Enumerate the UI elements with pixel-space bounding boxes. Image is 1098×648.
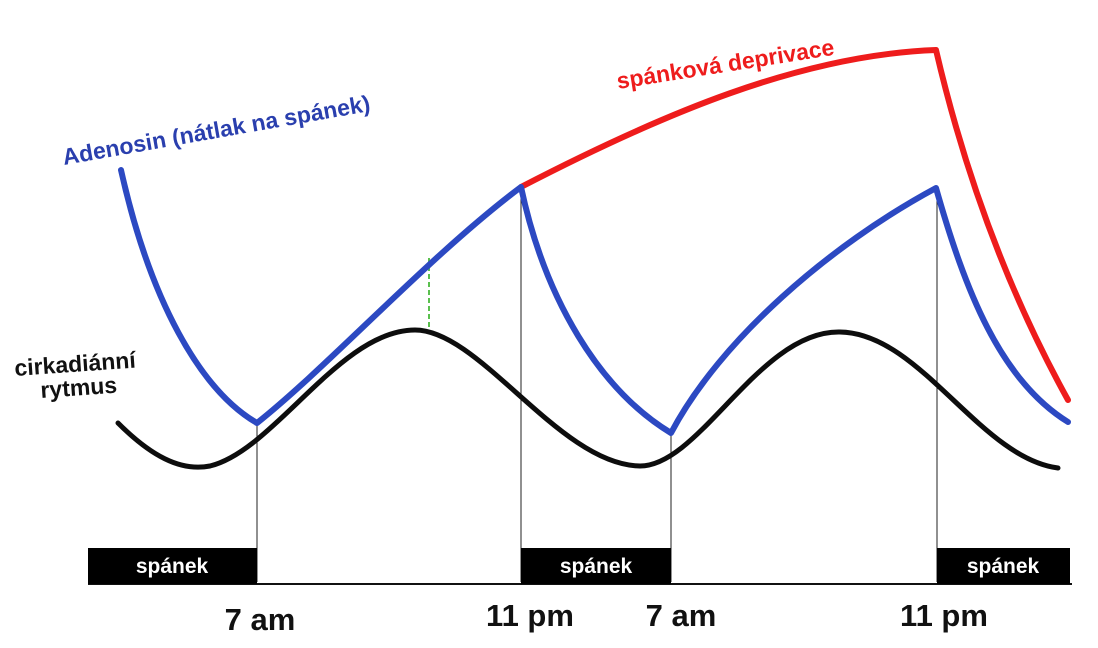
time-label-wake-2: 7 am xyxy=(646,598,717,633)
adenosine-curve xyxy=(118,167,1071,436)
adenosine-label: Adenosin (nátlak na spánek) xyxy=(60,90,372,170)
sleep-block-1: spánek xyxy=(88,548,257,584)
sleep-block-3: spánek xyxy=(937,548,1070,584)
circadian-curve xyxy=(115,327,1061,471)
time-label-sleep-2: 11 pm xyxy=(900,598,988,633)
sleep-deprivation-curve xyxy=(518,47,1071,403)
sleep-block-label: spánek xyxy=(560,555,633,578)
time-label-wake-1: 7 am xyxy=(225,602,296,637)
sleep-block-label: spánek xyxy=(967,555,1040,578)
circadian-label-line2: rytmus xyxy=(40,372,118,403)
deprivation-label: spánková deprivace xyxy=(615,34,836,94)
time-label-sleep-1: 11 pm xyxy=(486,598,574,633)
guide-lines xyxy=(256,187,938,582)
sleep-block-2: spánek xyxy=(521,548,671,584)
sleep-block-label: spánek xyxy=(136,555,209,578)
